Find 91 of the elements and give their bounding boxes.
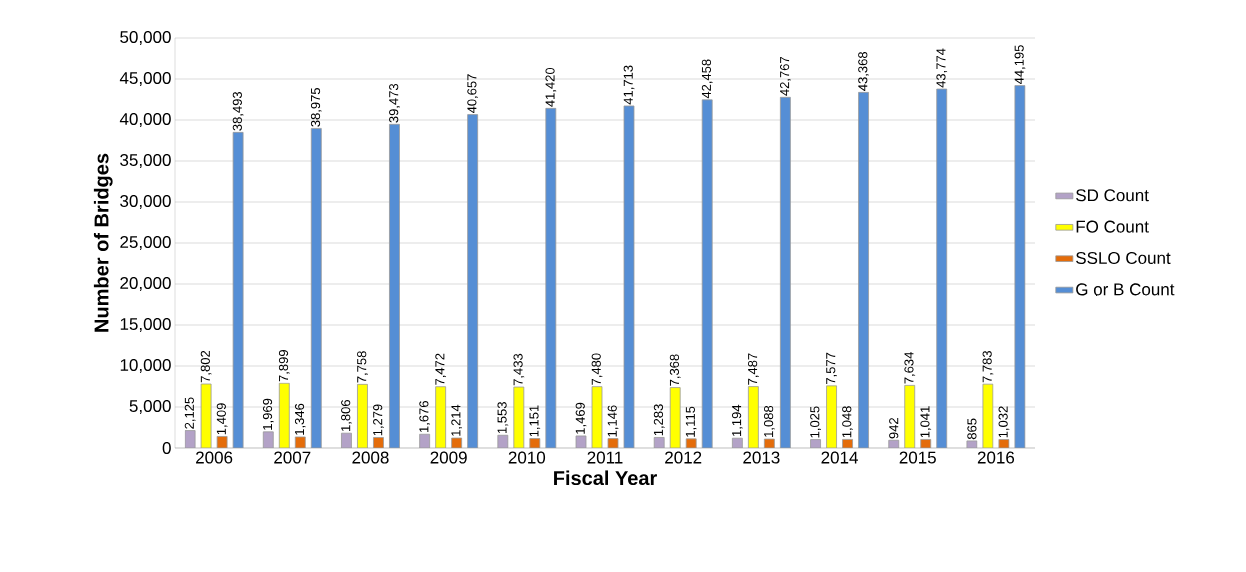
data-label: 38,493 bbox=[232, 91, 244, 131]
data-label: 7,802 bbox=[200, 350, 212, 383]
legend-label: FO Count bbox=[1076, 220, 1149, 233]
legend-label: SD Count bbox=[1076, 189, 1149, 202]
y-tick-label: 35,000 bbox=[120, 153, 171, 169]
data-label: 1,151 bbox=[529, 405, 541, 437]
bar bbox=[341, 432, 352, 448]
data-label: 44,195 bbox=[1014, 45, 1026, 85]
bar bbox=[575, 435, 587, 448]
data-label: 1,214 bbox=[451, 404, 463, 436]
data-label: 1,283 bbox=[653, 404, 665, 436]
x-tick-label: 2009 bbox=[430, 451, 467, 464]
bar bbox=[310, 128, 322, 448]
x-tick-label: 2007 bbox=[274, 451, 311, 464]
data-label: 42,767 bbox=[780, 57, 791, 96]
x-tick-label: 2016 bbox=[977, 451, 1015, 464]
x-tick-label: 2010 bbox=[508, 451, 546, 464]
bar bbox=[497, 434, 509, 448]
data-label: 41,713 bbox=[623, 65, 635, 105]
data-label: 1,806 bbox=[341, 400, 352, 431]
bar bbox=[858, 91, 869, 448]
data-label: 43,368 bbox=[858, 51, 869, 91]
data-label: 1,469 bbox=[575, 402, 587, 434]
bar bbox=[731, 437, 743, 448]
y-tick-label: 15,000 bbox=[120, 317, 171, 333]
x-axis-title: Fiscal Year bbox=[554, 470, 657, 486]
data-label: 41,420 bbox=[545, 67, 557, 107]
x-tick-label: 2011 bbox=[587, 451, 623, 464]
bar bbox=[936, 88, 948, 448]
bar bbox=[653, 437, 665, 448]
data-label: 942 bbox=[889, 418, 899, 439]
data-label: 2,125 bbox=[184, 397, 196, 429]
data-label: 39,473 bbox=[389, 83, 400, 123]
data-label: 1,041 bbox=[920, 406, 932, 438]
data-label: 1,115 bbox=[685, 406, 697, 437]
bar bbox=[545, 107, 557, 448]
data-label: 1,676 bbox=[419, 401, 431, 433]
y-tick-label: 10,000 bbox=[120, 358, 171, 374]
x-tick-label: 2014 bbox=[821, 451, 858, 464]
y-axis-title: Number of Bridges bbox=[93, 153, 113, 332]
bar bbox=[701, 99, 713, 448]
x-tick-label: 2006 bbox=[196, 451, 233, 464]
data-label: 7,472 bbox=[435, 353, 447, 385]
x-tick-label: 2012 bbox=[665, 451, 702, 464]
data-label: 40,657 bbox=[467, 74, 479, 114]
y-tick-label: 45,000 bbox=[119, 71, 171, 87]
data-label: 7,577 bbox=[826, 352, 837, 384]
data-label: 43,774 bbox=[936, 48, 948, 88]
bar bbox=[810, 439, 821, 448]
bar bbox=[389, 123, 400, 448]
bar bbox=[467, 114, 479, 448]
y-tick-label: 20,000 bbox=[120, 276, 171, 292]
bar bbox=[966, 440, 978, 448]
data-label: 865 bbox=[967, 418, 977, 440]
bar bbox=[779, 96, 791, 448]
data-label: 42,458 bbox=[701, 59, 713, 99]
x-tick-label: 2015 bbox=[899, 451, 936, 464]
data-label: 1,025 bbox=[810, 406, 821, 438]
legend-label: SSLO Count bbox=[1076, 251, 1171, 265]
bar bbox=[888, 439, 900, 448]
bar bbox=[262, 431, 274, 448]
data-label: 7,487 bbox=[748, 353, 759, 385]
data-label: 1,146 bbox=[607, 405, 619, 437]
y-tick-label: 30,000 bbox=[120, 194, 171, 210]
y-tick-label: 25,000 bbox=[120, 235, 171, 251]
data-label: 1,346 bbox=[294, 403, 306, 435]
bar bbox=[184, 430, 196, 448]
data-label: 7,783 bbox=[982, 351, 994, 383]
data-label: 1,553 bbox=[497, 402, 509, 434]
data-label: 1,279 bbox=[373, 404, 384, 436]
y-tick-label: 5,000 bbox=[129, 399, 171, 415]
data-label: 1,032 bbox=[998, 406, 1010, 438]
y-tick-label: 0 bbox=[162, 441, 171, 455]
data-label: 7,433 bbox=[513, 353, 525, 386]
x-tick-label: 2008 bbox=[352, 451, 389, 464]
data-label: 1,194 bbox=[732, 404, 743, 437]
legend-label: G or B Count bbox=[1076, 283, 1175, 296]
y-tick-label: 40,000 bbox=[119, 112, 171, 128]
y-tick-label: 50,000 bbox=[120, 30, 171, 46]
data-label: 1,048 bbox=[842, 406, 853, 438]
data-label: 7,899 bbox=[278, 350, 290, 382]
data-label: 7,480 bbox=[591, 353, 603, 385]
data-label: 7,368 bbox=[669, 354, 681, 386]
data-label: 38,975 bbox=[310, 87, 322, 127]
data-label: 1,409 bbox=[216, 403, 228, 435]
data-label: 7,634 bbox=[904, 352, 916, 384]
data-label: 1,088 bbox=[764, 405, 775, 437]
data-label: 1,969 bbox=[262, 398, 274, 430]
data-label: 7,758 bbox=[357, 351, 368, 383]
x-tick-label: 2013 bbox=[743, 451, 780, 464]
bar bbox=[419, 433, 431, 448]
